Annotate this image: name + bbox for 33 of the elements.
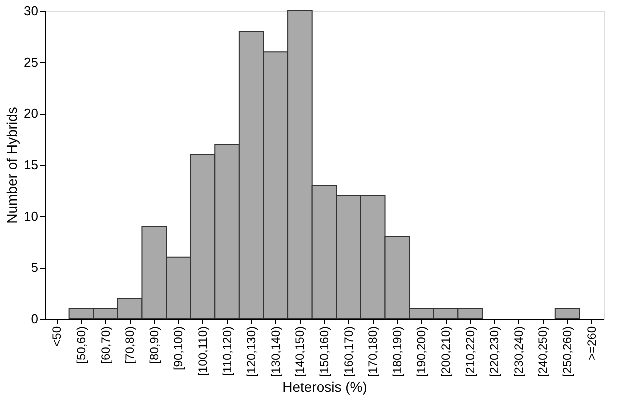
x-tick-label: [200,210) xyxy=(439,326,454,378)
x-tick-label: [190,200) xyxy=(414,326,429,378)
y-tick-label: 10 xyxy=(24,208,38,224)
x-tick-label: >=260 xyxy=(584,326,599,361)
x-tick-label: [50,60) xyxy=(74,326,88,364)
x-tick-label: [130,140) xyxy=(268,326,283,378)
y-tick-label: 25 xyxy=(24,54,38,70)
x-tick-label: [100,110) xyxy=(196,326,210,376)
x-tick-label: [90,100) xyxy=(172,326,186,371)
y-tick-label: 15 xyxy=(24,158,38,172)
x-tick-label: [60,70) xyxy=(98,326,113,364)
x-tick-label: [250,260) xyxy=(560,326,575,378)
y-tick-label: 5 xyxy=(31,260,38,276)
x-tick-label: [160,170) xyxy=(342,326,356,378)
x-tick-label: <50 xyxy=(50,326,64,347)
x-tick-label: [170,180) xyxy=(366,326,380,378)
x-tick-label: [150,160) xyxy=(318,326,332,378)
x-tick-label: [210,220) xyxy=(463,326,478,378)
x-tick-label: [120,130) xyxy=(244,326,259,378)
x-tick-label: [220,230) xyxy=(488,326,502,378)
x-tick-label: [110,120) xyxy=(220,326,234,376)
x-tick-label: [70,80) xyxy=(123,326,138,364)
x-axis-title: Heterosis (%) xyxy=(282,379,368,396)
x-tick-label: [180,190) xyxy=(390,326,404,378)
x-tick-label: [140,150) xyxy=(293,326,308,378)
x-tick-label: [230,240) xyxy=(512,326,526,378)
x-tick-label: [240,250) xyxy=(536,326,550,378)
y-tick-label: 30 xyxy=(24,4,38,18)
y-tick-label: 20 xyxy=(24,106,38,122)
y-axis-title: Number of Hybrids xyxy=(4,107,20,224)
x-tick-label: [80,90) xyxy=(147,326,162,364)
bar xyxy=(554,308,580,320)
y-tick-label: 0 xyxy=(31,312,38,326)
